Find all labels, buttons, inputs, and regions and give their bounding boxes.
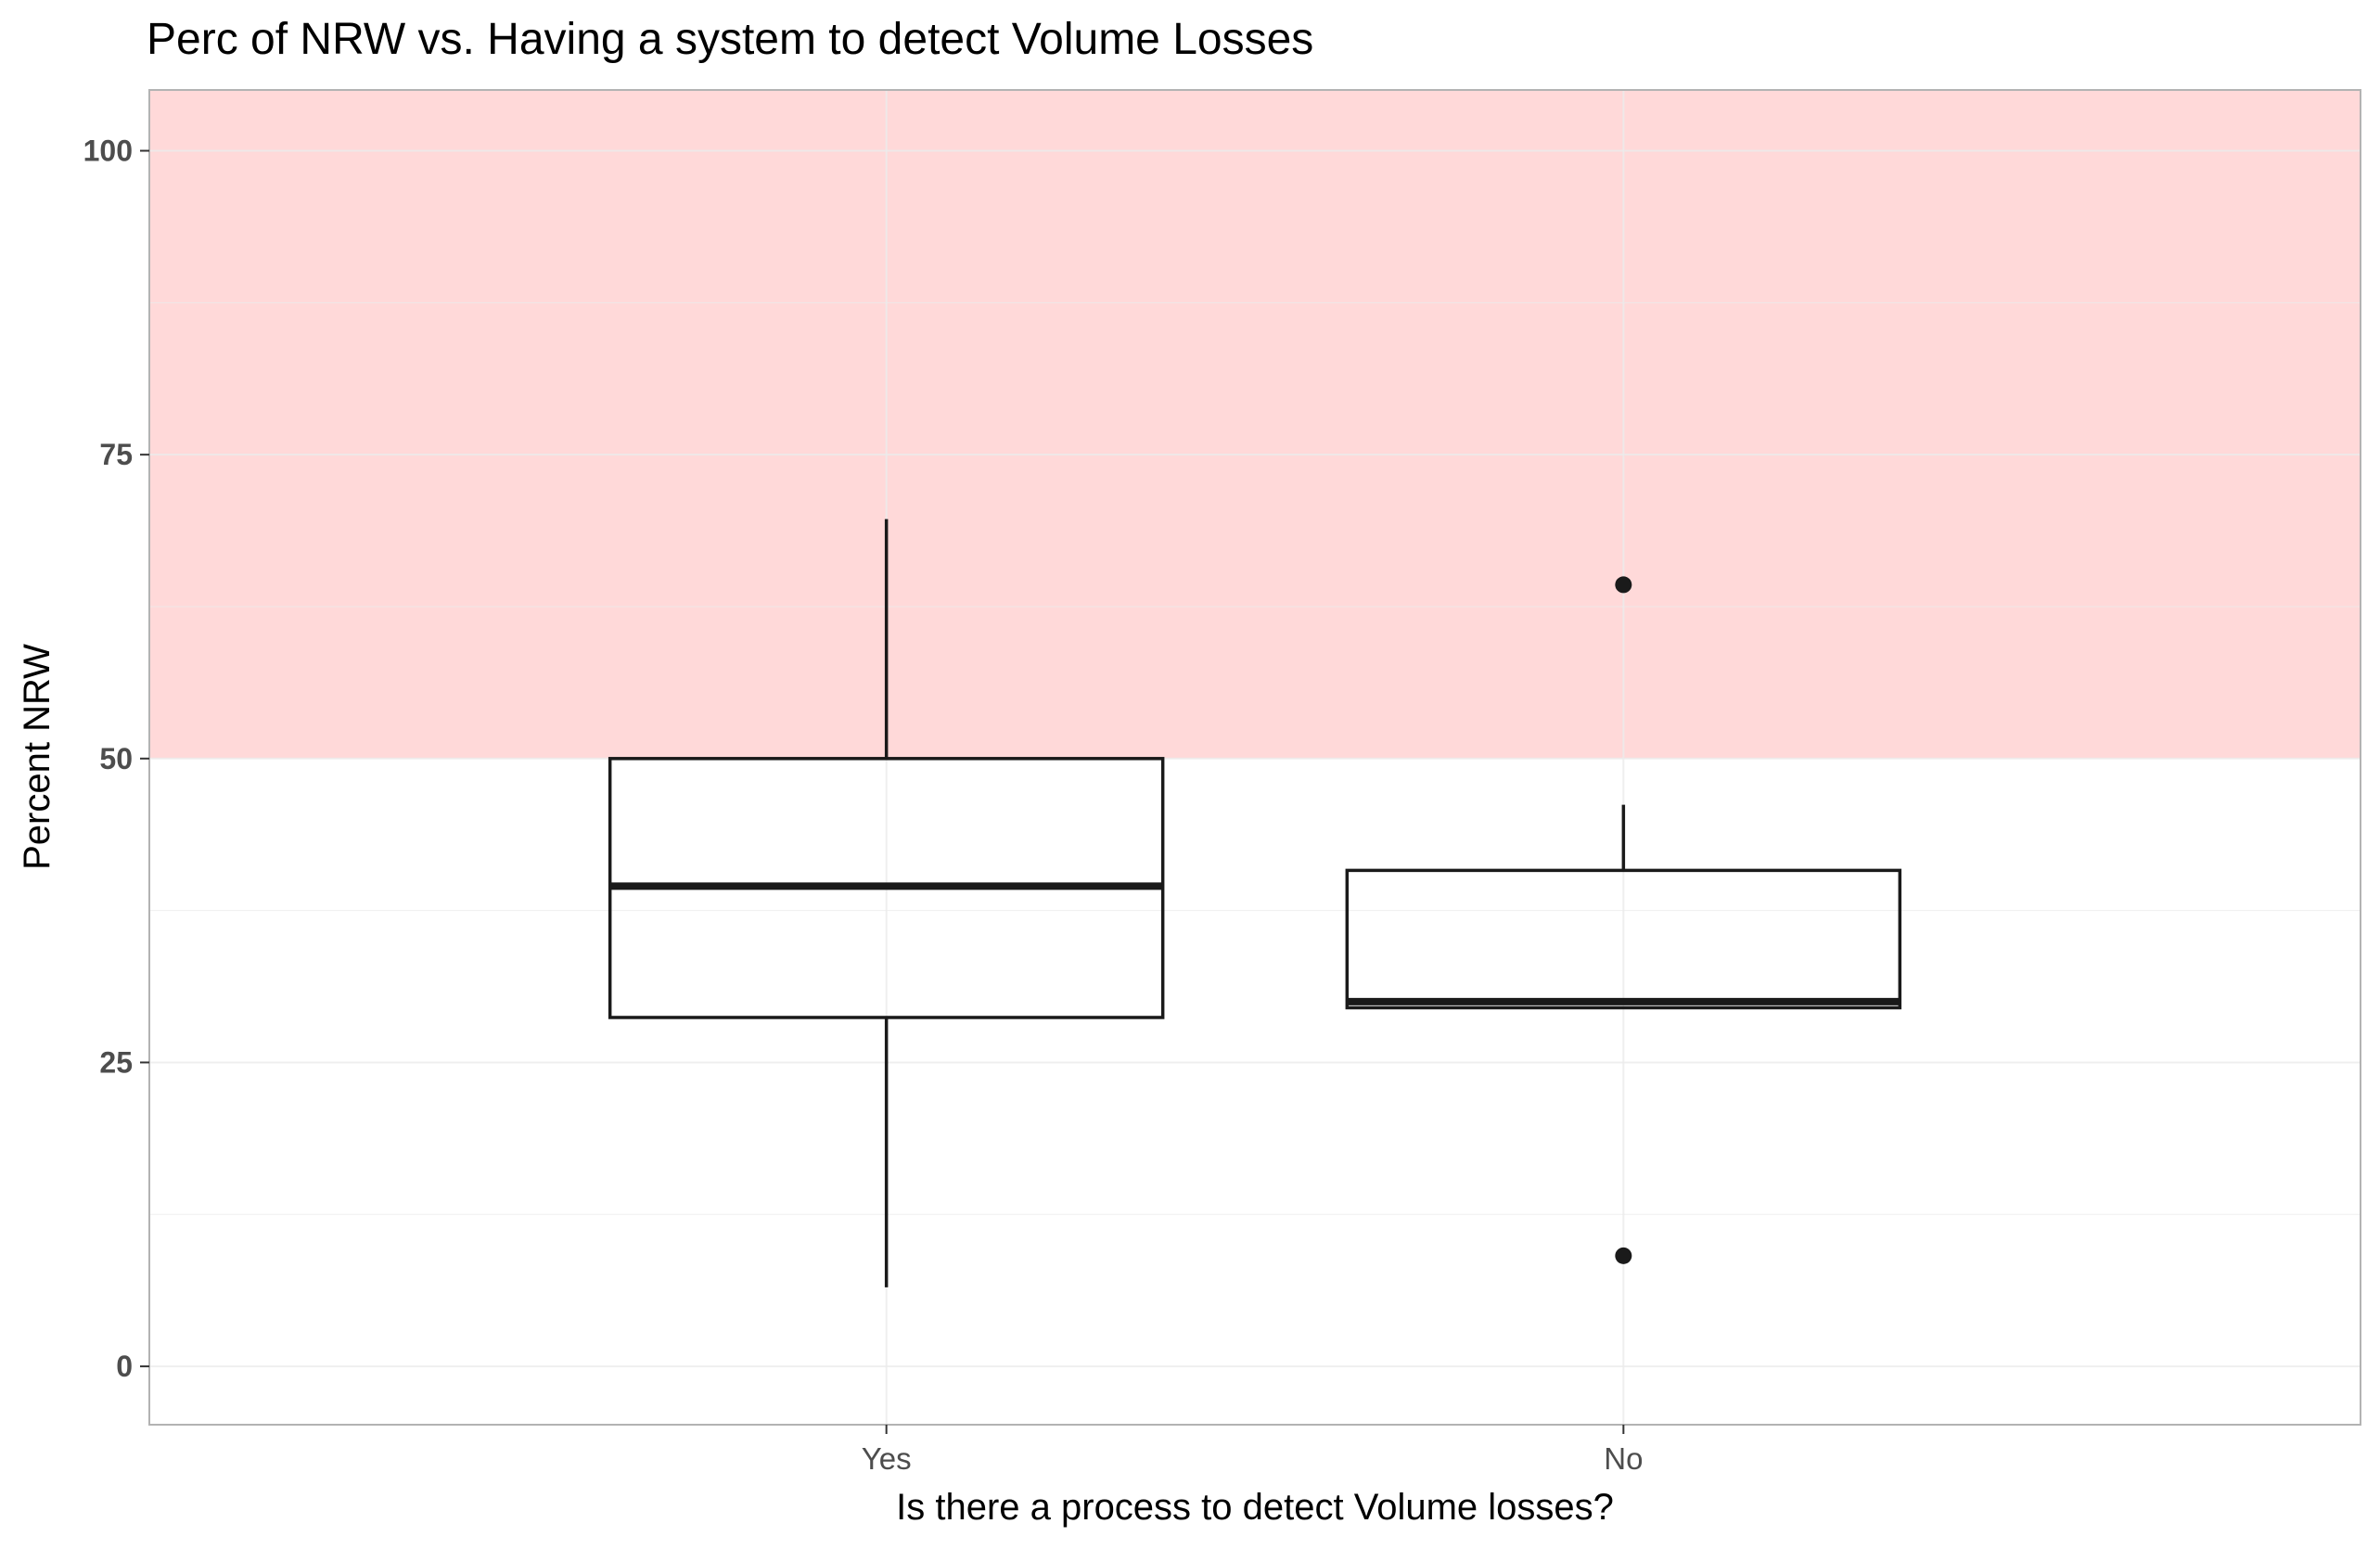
y-tick-label: 50 [99,742,133,775]
y-tick-label: 100 [83,134,133,168]
outlier-point [1615,1247,1632,1264]
x-axis-ticks: Yes No [862,1425,1643,1476]
x-axis-title: Is there a process to detect Volume loss… [896,1487,1614,1528]
box-iqr [1345,868,1902,1010]
y-tick-label: 75 [99,438,133,471]
y-tick-label: 25 [99,1045,133,1079]
x-tick-label: No [1604,1441,1643,1476]
outlier-point [1615,576,1632,594]
box-no [1345,576,1902,1264]
chart-title: Perc of NRW vs. Having a system to detec… [147,15,1313,64]
y-axis-title: Percent NRW [17,644,58,870]
y-axis-ticks: 0 25 50 75 100 [83,134,149,1383]
x-tick-label: Yes [862,1441,912,1476]
y-tick-label: 0 [116,1350,133,1383]
boxplots [608,518,1902,1287]
plot-border [148,89,2361,1426]
box-yes [608,518,1165,1287]
shaded-region [149,90,2361,759]
